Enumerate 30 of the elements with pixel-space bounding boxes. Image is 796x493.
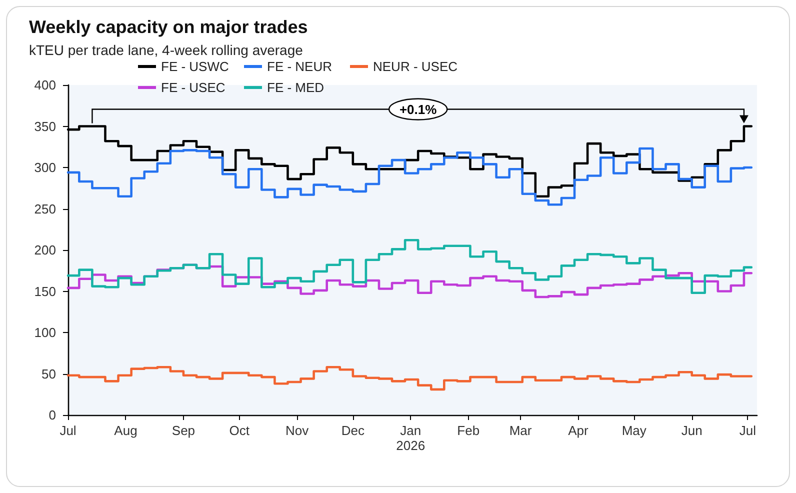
chart-title: Weekly capacity on major trades <box>29 17 308 37</box>
y-tick-label: 50 <box>42 366 56 382</box>
legend-label: NEUR - USEC <box>373 59 458 74</box>
x-tick-label: Aug <box>114 423 138 438</box>
y-tick-label: 0 <box>48 408 56 422</box>
x-tick-label: Mar <box>509 423 532 438</box>
y-tick-label: 400 <box>34 78 56 92</box>
x-tick-label: May <box>622 423 647 438</box>
legend-label: FE - MED <box>267 80 324 95</box>
legend-label: FE - NEUR <box>267 59 332 74</box>
annotation: +0.1% <box>399 102 438 117</box>
x-tick-label: Apr <box>568 423 590 438</box>
x-tick-label: Jun <box>681 423 702 438</box>
y-tick-label: 100 <box>34 325 56 340</box>
y-tick-label: 350 <box>34 118 56 134</box>
x-tick-label: Jan 2026 <box>396 423 426 453</box>
x-tick-label: Oct <box>229 423 250 438</box>
legend-label: FE - USWC <box>161 59 229 74</box>
chart-subtitle: kTEU per trade lane, 4-week rolling average <box>29 42 304 58</box>
y-tick-label: 250 <box>34 201 56 216</box>
x-tick-label: Nov <box>285 423 310 438</box>
x-tick-label: Jul <box>739 423 756 438</box>
x-tick-label: Jul <box>60 423 76 438</box>
y-tick-label: 150 <box>34 284 56 299</box>
y-tick-label: 200 <box>34 242 56 258</box>
x-tick-label: Sep <box>172 423 196 438</box>
x-tick-label: Dec <box>341 423 365 438</box>
x-tick-label: Feb <box>457 423 480 438</box>
y-tick-label: 300 <box>34 160 56 175</box>
legend-label: FE - USEC <box>161 80 226 95</box>
